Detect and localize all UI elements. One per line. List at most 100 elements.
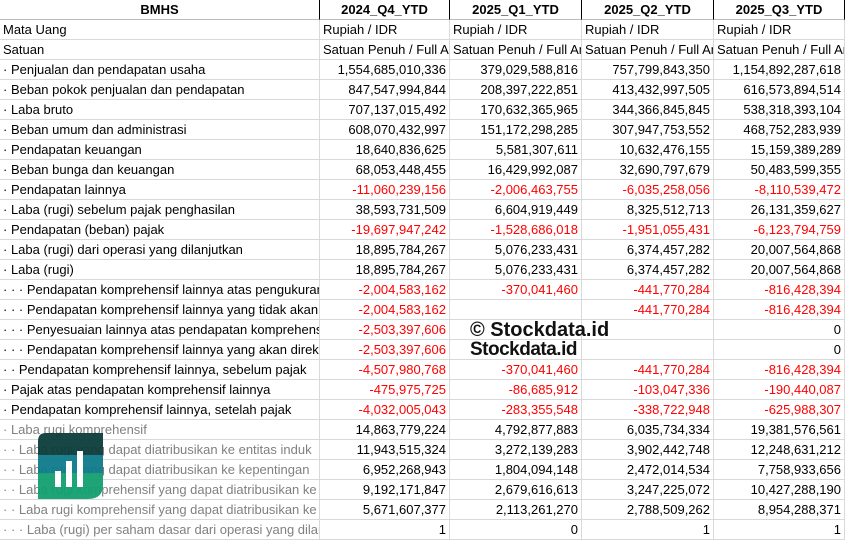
value-cell[interactable]: Rupiah / IDR [714, 20, 845, 40]
value-cell[interactable]: -8,110,539,472 [714, 180, 845, 200]
value-cell[interactable]: -6,035,258,056 [582, 180, 714, 200]
value-cell[interactable]: Rupiah / IDR [320, 20, 450, 40]
value-cell[interactable] [582, 320, 714, 340]
ticker-header[interactable]: BMHS [0, 0, 320, 20]
row-label[interactable]: Mata Uang [0, 20, 320, 40]
value-cell[interactable]: 847,547,994,844 [320, 80, 450, 100]
row-label[interactable]: · Laba rugi komprehensif [0, 420, 320, 440]
value-cell[interactable]: 413,432,997,505 [582, 80, 714, 100]
value-cell[interactable]: -441,770,284 [582, 300, 714, 320]
value-cell[interactable]: -11,060,239,156 [320, 180, 450, 200]
value-cell[interactable]: 208,397,222,851 [450, 80, 582, 100]
value-cell[interactable]: -190,440,087 [714, 380, 845, 400]
value-cell[interactable]: 1 [582, 520, 714, 540]
value-cell[interactable]: 0 [714, 320, 845, 340]
value-cell[interactable]: 12,248,631,212 [714, 440, 845, 460]
value-cell[interactable]: -816,428,394 [714, 280, 845, 300]
value-cell[interactable]: 707,137,015,492 [320, 100, 450, 120]
value-cell[interactable]: 151,172,298,285 [450, 120, 582, 140]
value-cell[interactable]: 6,374,457,282 [582, 240, 714, 260]
value-cell[interactable]: 5,671,607,377 [320, 500, 450, 520]
value-cell[interactable]: 170,632,365,965 [450, 100, 582, 120]
value-cell[interactable]: Satuan Penuh / Full Amount [582, 40, 714, 60]
value-cell[interactable]: -816,428,394 [714, 300, 845, 320]
value-cell[interactable]: 3,247,225,072 [582, 480, 714, 500]
value-cell[interactable] [582, 340, 714, 360]
row-label[interactable]: · Beban bunga dan keuangan [0, 160, 320, 180]
value-cell[interactable]: 6,952,268,943 [320, 460, 450, 480]
value-cell[interactable]: 1,154,892,287,618 [714, 60, 845, 80]
value-cell[interactable]: 16,429,992,087 [450, 160, 582, 180]
value-cell[interactable]: -283,355,548 [450, 400, 582, 420]
value-cell[interactable] [450, 320, 582, 340]
row-label[interactable]: · Beban umum dan administrasi [0, 120, 320, 140]
value-cell[interactable]: 9,192,171,847 [320, 480, 450, 500]
value-cell[interactable]: Satuan Penuh / Full Amount [450, 40, 582, 60]
value-cell[interactable]: 18,895,784,267 [320, 260, 450, 280]
row-label[interactable]: · · · Pendapatan komprehensif lainnya ya… [0, 300, 320, 320]
value-cell[interactable]: -370,041,460 [450, 360, 582, 380]
value-cell[interactable]: 608,070,432,997 [320, 120, 450, 140]
value-cell[interactable]: 68,053,448,455 [320, 160, 450, 180]
value-cell[interactable]: -2,004,583,162 [320, 280, 450, 300]
row-label[interactable]: · Laba (rugi) dari operasi yang dilanjut… [0, 240, 320, 260]
row-label[interactable]: · Laba (rugi) [0, 260, 320, 280]
row-label[interactable]: · Penjualan dan pendapatan usaha [0, 60, 320, 80]
value-cell[interactable]: 10,427,288,190 [714, 480, 845, 500]
value-cell[interactable]: -2,503,397,606 [320, 320, 450, 340]
row-label[interactable]: · · · Penyesuaian lainnya atas pendapata… [0, 320, 320, 340]
value-cell[interactable]: -4,507,980,768 [320, 360, 450, 380]
value-cell[interactable]: 6,035,734,334 [582, 420, 714, 440]
value-cell[interactable]: -441,770,284 [582, 280, 714, 300]
value-cell[interactable]: -2,004,583,162 [320, 300, 450, 320]
value-cell[interactable] [450, 300, 582, 320]
value-cell[interactable]: -1,951,055,431 [582, 220, 714, 240]
value-cell[interactable]: -475,975,725 [320, 380, 450, 400]
value-cell[interactable]: 379,029,588,816 [450, 60, 582, 80]
value-cell[interactable]: 307,947,753,552 [582, 120, 714, 140]
value-cell[interactable]: 2,788,509,262 [582, 500, 714, 520]
row-label[interactable]: · · · Laba (rugi) per saham dasar dari o… [0, 520, 320, 540]
value-cell[interactable]: 18,640,836,625 [320, 140, 450, 160]
value-cell[interactable]: -816,428,394 [714, 360, 845, 380]
value-cell[interactable]: 20,007,564,868 [714, 240, 845, 260]
value-cell[interactable]: 50,483,599,355 [714, 160, 845, 180]
row-label[interactable]: · · Pendapatan komprehensif lainnya, seb… [0, 360, 320, 380]
value-cell[interactable]: -6,123,794,759 [714, 220, 845, 240]
row-label[interactable]: · Pajak atas pendapatan komprehensif lai… [0, 380, 320, 400]
value-cell[interactable]: -19,697,947,242 [320, 220, 450, 240]
value-cell[interactable]: Satuan Penuh / Full Amount [714, 40, 845, 60]
value-cell[interactable]: -86,685,912 [450, 380, 582, 400]
value-cell[interactable]: 1 [320, 520, 450, 540]
value-cell[interactable]: 5,076,233,431 [450, 240, 582, 260]
value-cell[interactable]: -338,722,948 [582, 400, 714, 420]
row-label[interactable]: · Pendapatan komprehensif lainnya, setel… [0, 400, 320, 420]
value-cell[interactable]: -370,041,460 [450, 280, 582, 300]
value-cell[interactable]: 538,318,393,104 [714, 100, 845, 120]
value-cell[interactable]: 6,374,457,282 [582, 260, 714, 280]
value-cell[interactable]: 3,902,442,748 [582, 440, 714, 460]
value-cell[interactable]: 344,366,845,845 [582, 100, 714, 120]
value-cell[interactable]: 468,752,283,939 [714, 120, 845, 140]
value-cell[interactable]: 15,159,389,289 [714, 140, 845, 160]
row-label[interactable]: · Laba bruto [0, 100, 320, 120]
value-cell[interactable]: -103,047,336 [582, 380, 714, 400]
value-cell[interactable]: 19,381,576,561 [714, 420, 845, 440]
value-cell[interactable]: -2,006,463,755 [450, 180, 582, 200]
value-cell[interactable]: 0 [450, 520, 582, 540]
row-label[interactable]: · · Laba rugi komprehensif yang dapat di… [0, 500, 320, 520]
value-cell[interactable]: 10,632,476,155 [582, 140, 714, 160]
period-header[interactable]: 2025_Q3_YTD [714, 0, 845, 20]
value-cell[interactable]: 2,679,616,613 [450, 480, 582, 500]
row-label[interactable]: Satuan [0, 40, 320, 60]
value-cell[interactable]: -441,770,284 [582, 360, 714, 380]
value-cell[interactable]: 2,113,261,270 [450, 500, 582, 520]
period-header[interactable]: 2024_Q4_YTD [320, 0, 450, 20]
value-cell[interactable]: 5,581,307,611 [450, 140, 582, 160]
value-cell[interactable]: 32,690,797,679 [582, 160, 714, 180]
row-label[interactable]: · · · Pendapatan komprehensif lainnya at… [0, 280, 320, 300]
value-cell[interactable]: 4,792,877,883 [450, 420, 582, 440]
row-label[interactable]: · Pendapatan lainnya [0, 180, 320, 200]
value-cell[interactable]: 1,554,685,010,336 [320, 60, 450, 80]
value-cell[interactable]: 38,593,731,509 [320, 200, 450, 220]
